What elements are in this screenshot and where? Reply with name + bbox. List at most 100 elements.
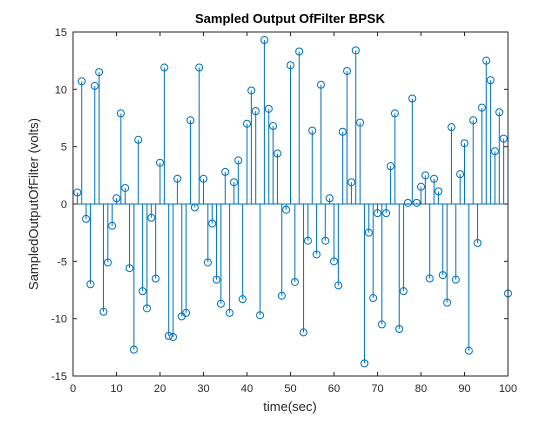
stem-marker xyxy=(295,47,304,56)
stem-marker xyxy=(299,328,308,337)
stem-point xyxy=(90,81,99,204)
stem-marker xyxy=(417,182,425,191)
stem-point xyxy=(325,194,334,204)
stem-marker xyxy=(147,213,156,222)
stem-point xyxy=(408,94,417,204)
stem-marker xyxy=(286,61,295,70)
stem-marker xyxy=(386,162,395,171)
stem-marker xyxy=(90,81,99,90)
stem-marker xyxy=(142,304,151,313)
stem-marker xyxy=(316,80,325,89)
stem-point xyxy=(473,204,482,247)
stem-marker xyxy=(186,116,195,125)
stem-marker xyxy=(308,126,317,135)
stem-marker xyxy=(477,103,486,112)
stem-marker xyxy=(173,174,182,183)
stem-point xyxy=(395,204,404,333)
stem-marker xyxy=(443,298,452,307)
stem-marker xyxy=(212,275,221,284)
stem-marker xyxy=(203,258,212,267)
stem-marker xyxy=(421,171,430,180)
stem-marker xyxy=(456,170,465,179)
stem-point xyxy=(295,47,304,204)
stem-point xyxy=(299,204,308,337)
stem-point xyxy=(456,170,465,204)
stem-point xyxy=(112,194,121,204)
stem-point xyxy=(190,203,199,212)
stem-marker xyxy=(238,295,247,304)
stem-point xyxy=(451,204,460,284)
stem-marker xyxy=(277,291,286,300)
stem-marker xyxy=(121,183,130,192)
stem-point xyxy=(438,204,447,280)
stem-marker xyxy=(243,119,251,128)
stem-point xyxy=(216,204,225,308)
stem-point xyxy=(277,204,286,300)
stem-point xyxy=(134,135,143,204)
stem-marker xyxy=(116,109,125,118)
stem-point xyxy=(225,204,234,317)
stem-marker xyxy=(86,280,95,289)
stem-point xyxy=(173,174,182,204)
stem-point xyxy=(264,104,273,204)
x-tick-label: 100 xyxy=(499,383,517,395)
stem-marker xyxy=(325,194,334,203)
y-tick-label: -5 xyxy=(57,256,67,268)
stem-point xyxy=(169,204,178,342)
stem-marker xyxy=(290,277,299,286)
stem-point xyxy=(129,204,138,354)
stem-point xyxy=(316,80,325,204)
stem-point xyxy=(243,119,251,204)
stem-marker xyxy=(134,135,143,144)
x-tick-label: 20 xyxy=(154,383,166,395)
stem-marker xyxy=(334,281,343,290)
stem-marker xyxy=(77,77,86,86)
stem-point xyxy=(417,182,425,204)
stem-point xyxy=(156,158,164,204)
stem-point xyxy=(290,204,299,286)
stem-point xyxy=(212,204,221,284)
stem-marker xyxy=(373,209,382,218)
stem-marker xyxy=(164,331,173,340)
stem-point xyxy=(238,204,247,304)
stem-marker xyxy=(403,198,412,207)
stem-marker xyxy=(451,275,460,284)
plot-area xyxy=(73,36,512,368)
x-tick-label: 30 xyxy=(197,383,209,395)
stem-point xyxy=(247,86,256,204)
stem-point xyxy=(195,63,204,204)
stem-marker xyxy=(330,257,338,266)
stem-point xyxy=(221,167,230,204)
stem-marker xyxy=(321,236,330,245)
stem-point xyxy=(386,162,395,204)
stem-marker xyxy=(464,346,473,355)
stem-point xyxy=(138,204,147,296)
stem-point xyxy=(477,103,486,204)
stem-point xyxy=(364,204,373,237)
stem-marker xyxy=(208,219,217,228)
stem-point xyxy=(334,204,343,290)
stem-point xyxy=(160,63,169,204)
stem-marker xyxy=(377,320,386,329)
stem-point xyxy=(464,204,473,355)
stem-point xyxy=(229,178,238,204)
stem-marker xyxy=(469,116,478,125)
stem-point xyxy=(347,178,356,204)
stem-marker xyxy=(447,123,456,132)
stem-point xyxy=(443,204,452,307)
stem-point xyxy=(369,204,378,303)
stem-marker xyxy=(273,149,282,158)
stem-point xyxy=(303,204,312,245)
stem-marker xyxy=(138,287,147,296)
stem-marker xyxy=(182,308,191,317)
stem-point xyxy=(469,116,478,204)
x-tick-label: 70 xyxy=(371,383,383,395)
chart-title: Sampled Output OfFilter BPSK xyxy=(195,11,386,26)
stem-point xyxy=(430,174,439,204)
y-axis-label: SampledOutputOfFilter (volts) xyxy=(26,118,41,290)
stem-point xyxy=(103,204,112,267)
stem-point xyxy=(321,204,330,245)
stem-marker xyxy=(151,274,160,283)
stem-marker xyxy=(82,214,91,223)
